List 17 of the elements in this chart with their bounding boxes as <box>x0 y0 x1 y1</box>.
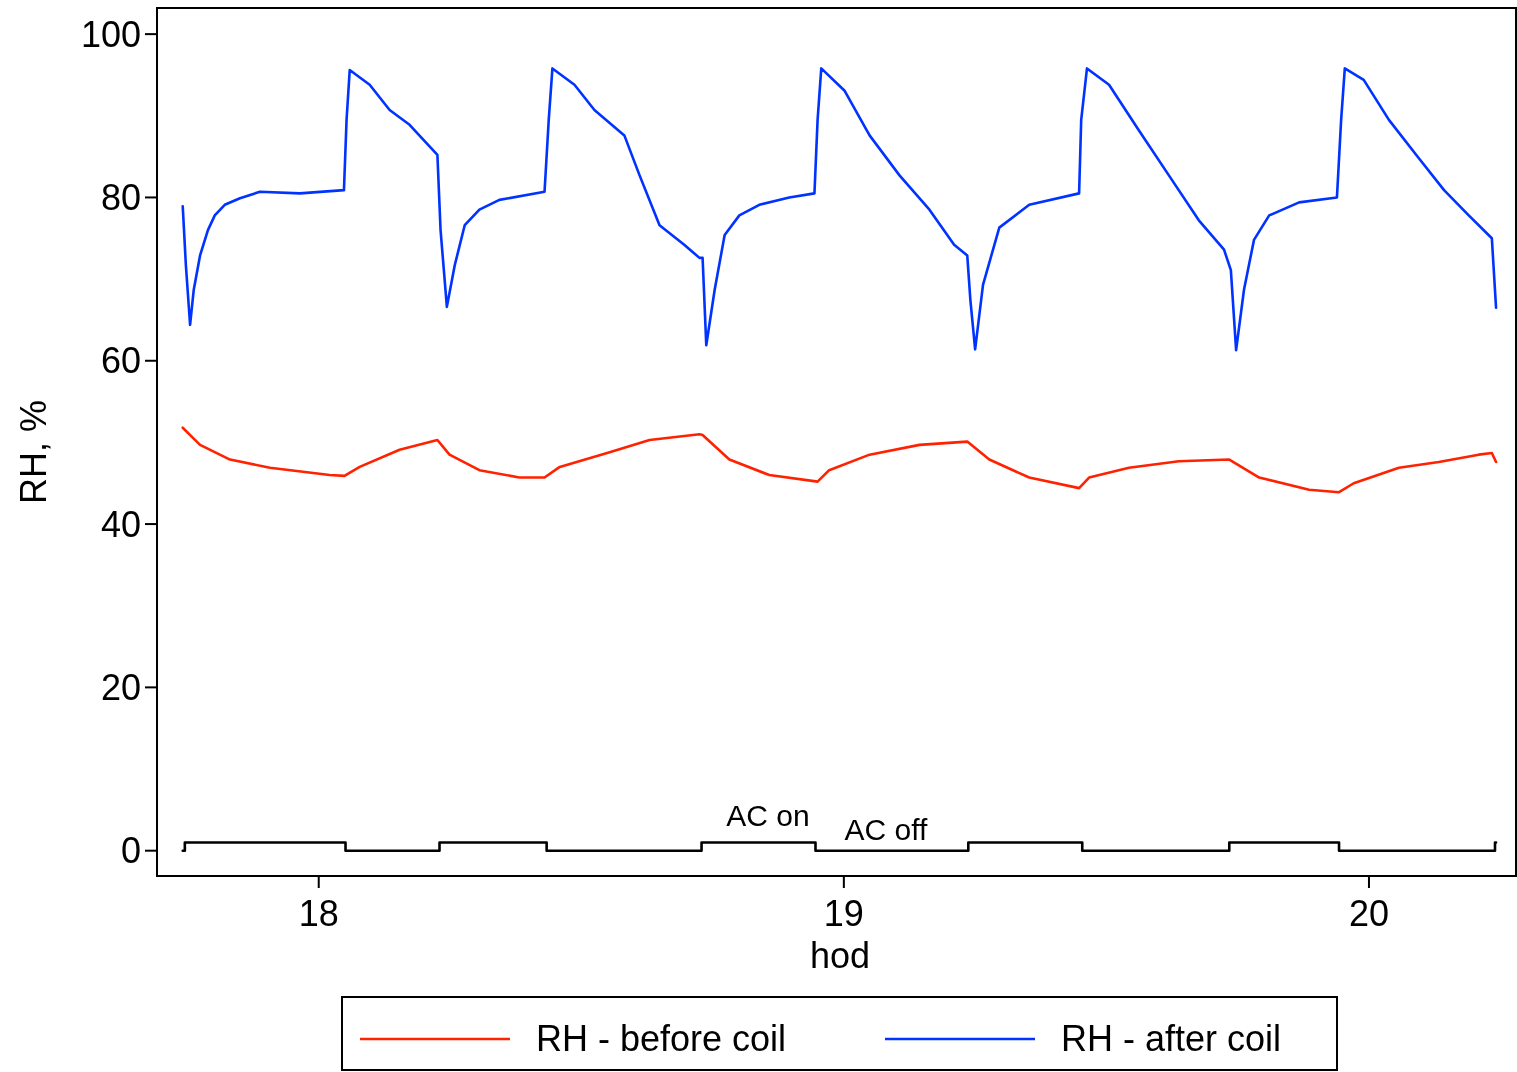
annotation: AC off <box>844 813 929 846</box>
x-axis-title: hod <box>809 935 871 976</box>
y-tick-label: 60 <box>100 340 141 382</box>
y-tick-label: 0 <box>120 830 141 872</box>
legend-label: RH - after coil <box>1061 1018 1282 1059</box>
y-tick-label: 80 <box>100 177 141 219</box>
annotation: AC on <box>726 799 810 832</box>
y-axis-title: RH, % <box>13 399 54 505</box>
y-tick-label: 40 <box>100 503 141 545</box>
y-tick-label: 100 <box>80 13 141 55</box>
y-tick-label: 20 <box>100 666 141 708</box>
x-tick-label: 19 <box>823 893 864 934</box>
x-tick-label: 18 <box>298 893 339 934</box>
line-series <box>181 67 1498 352</box>
x-tick-label: 20 <box>1348 893 1389 934</box>
line-series <box>181 426 1498 494</box>
legend-label: RH - before coil <box>536 1018 787 1059</box>
